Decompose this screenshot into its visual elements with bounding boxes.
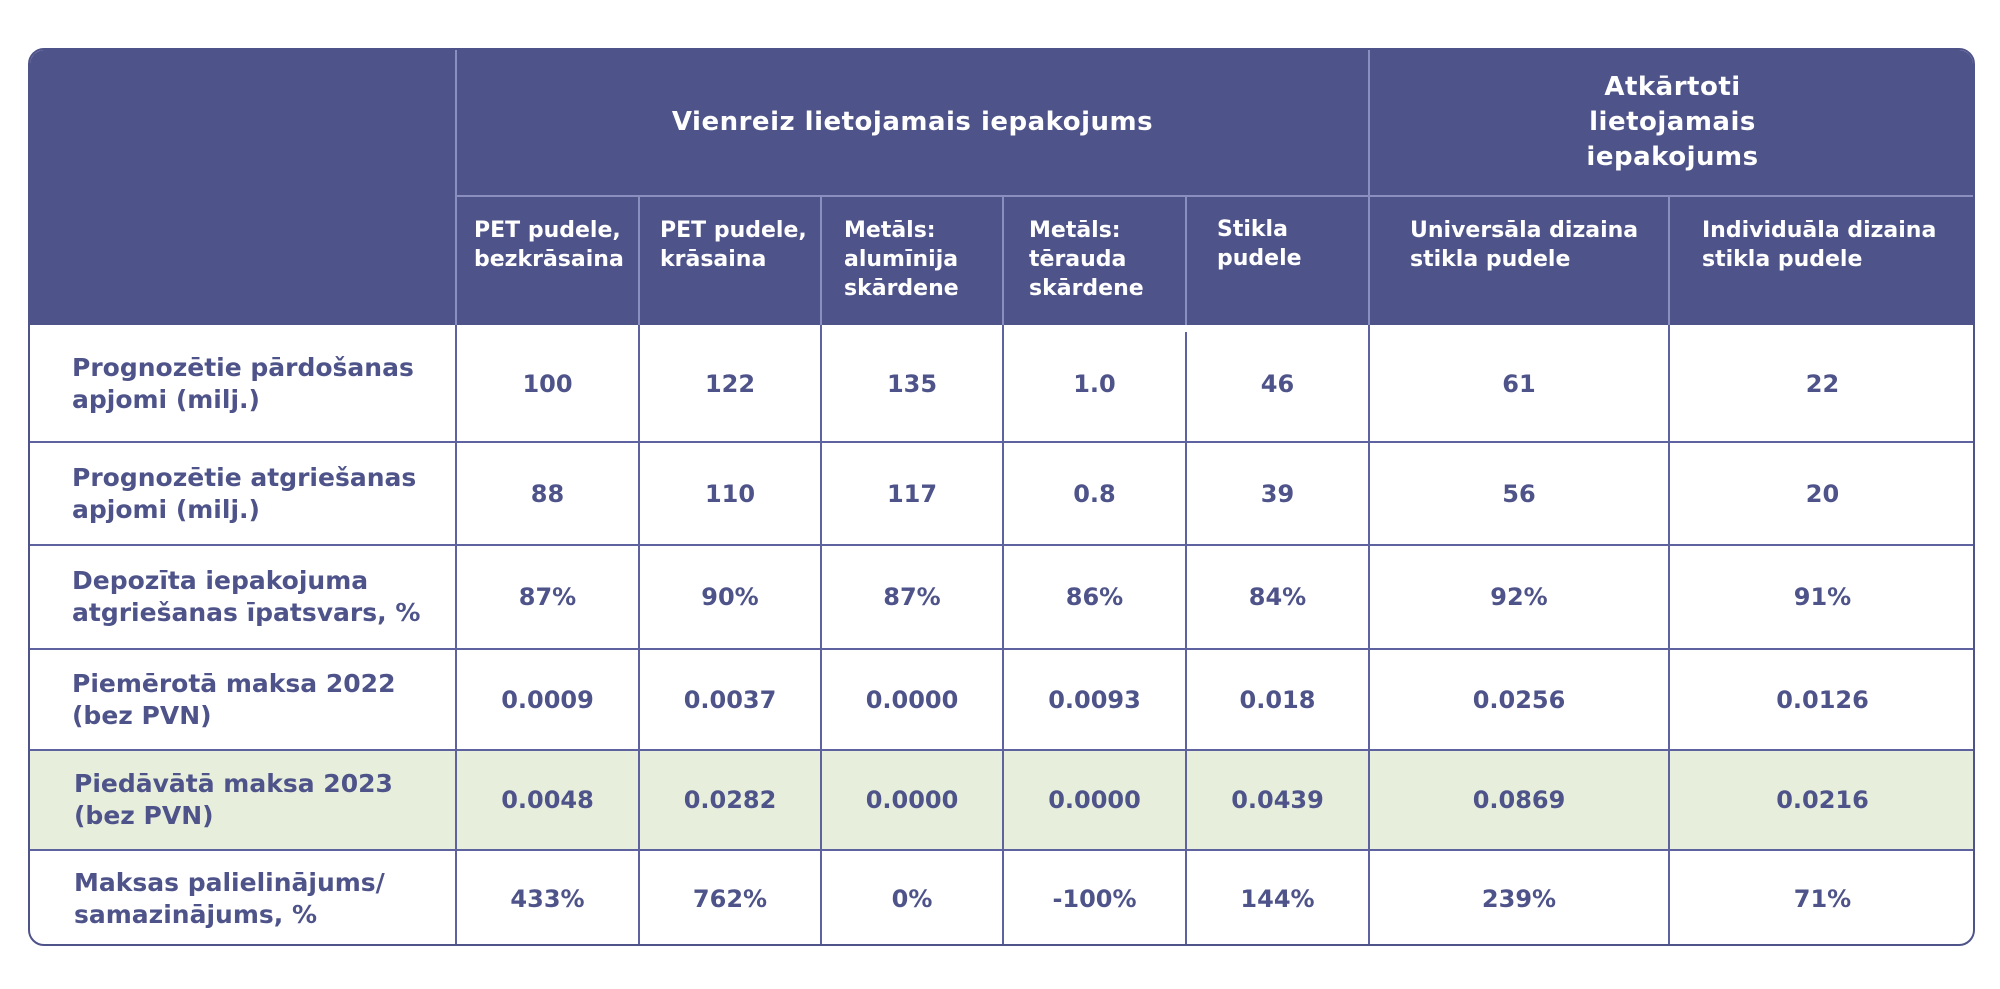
highlighted-row-background <box>30 751 1973 849</box>
header-divider <box>457 195 1973 197</box>
column-header-aluminium-can: Metāls: alumīnija skārdene <box>844 218 959 301</box>
header-divider <box>1368 50 1370 325</box>
row-divider <box>30 749 1973 751</box>
column-header-pet-colored: PET pudele, krāsaina <box>660 218 807 272</box>
table-cell: 0.0009 <box>501 685 594 714</box>
table-cell: 0.0000 <box>865 685 959 714</box>
table-cell: 22 <box>1805 370 1840 398</box>
table-cell: 92% <box>1490 583 1548 611</box>
table-cell: 88 <box>530 479 565 508</box>
table-cell: 0% <box>891 884 933 913</box>
header-divider <box>820 197 822 325</box>
table-cell: 0.0048 <box>501 786 594 814</box>
table-cell: 122 <box>704 370 756 398</box>
column-divider <box>1368 325 1370 944</box>
header-divider <box>1002 197 1004 325</box>
table-cell: 117 <box>886 479 938 508</box>
row-label-forecast-sales: Prognozētie pārdošanas apjomi (milj.) <box>72 353 414 414</box>
table-cell: 0.8 <box>1073 479 1116 508</box>
table-cell: 1.0 <box>1073 370 1116 398</box>
table-cell: 0.0037 <box>683 685 777 714</box>
table-cell: 61 <box>1502 370 1536 398</box>
table-cell: 135 <box>886 370 938 398</box>
header-divider <box>1668 197 1670 325</box>
table-cell: 0.0439 <box>1231 786 1324 814</box>
column-header-steel-can: Metāls: tērauda skārdene <box>1029 218 1144 301</box>
table-cell: 762% <box>692 884 768 913</box>
table-cell: 433% <box>510 884 585 913</box>
table-cell: 56 <box>1502 479 1536 508</box>
table-cell: 0.0256 <box>1472 685 1566 714</box>
table-cell: -100% <box>1052 884 1137 913</box>
column-header-universal-glass-bottle: Universāla dizaina stikla pudele <box>1410 218 1639 272</box>
table-cell: 39 <box>1260 479 1295 508</box>
table-cell: 90% <box>701 583 759 611</box>
row-divider <box>30 648 1973 650</box>
row-label-fee-change: Maksas palielinājums/ samazinājums, % <box>74 867 385 929</box>
table-cell: 144% <box>1240 884 1315 913</box>
row-label-forecast-returns: Prognozētie atgriešanas apjomi (milj.) <box>72 462 417 524</box>
packaging-fees-table: Vienreiz lietojamais iepakojums Atkārtot… <box>28 48 1975 946</box>
table-cell: 100 <box>522 370 573 398</box>
table-cell: 20 <box>1805 479 1840 508</box>
table-cell: 0.0869 <box>1472 786 1566 814</box>
group-header-reusable: Atkārtoti lietojamais iepakojums <box>1586 72 1759 172</box>
column-divider <box>1668 325 1670 944</box>
column-divider <box>638 325 640 944</box>
table-cell: 0.018 <box>1239 685 1316 714</box>
table-cell: 87% <box>518 583 577 611</box>
table-cell: 86% <box>1065 583 1124 611</box>
table-cell: 0.0282 <box>683 786 777 814</box>
column-divider <box>1002 325 1004 944</box>
column-header-pet-clear: PET pudele, bezkrāsaina <box>474 218 624 272</box>
row-label-return-rate: Depozīta iepakojuma atgriešanas īpatsvar… <box>72 566 421 627</box>
header-divider <box>638 197 640 325</box>
table-cell: 0.0126 <box>1776 685 1869 714</box>
group-header-single-use: Vienreiz lietojamais iepakojums <box>671 107 1154 137</box>
table-cell: 71% <box>1793 884 1852 913</box>
column-divider <box>820 325 822 944</box>
column-header-individual-glass-bottle: Individuāla dizaina stikla pudele <box>1702 218 1937 272</box>
row-divider <box>30 544 1973 546</box>
row-label-fee-2022: Piemērotā maksa 2022 (bez PVN) <box>72 668 396 730</box>
table-header <box>30 50 1973 325</box>
table-cell: 0.0000 <box>1048 786 1141 814</box>
column-divider <box>455 325 457 944</box>
header-divider <box>1185 197 1187 325</box>
row-divider <box>30 441 1973 443</box>
table-cell: 84% <box>1248 583 1307 611</box>
table-cell: 0.0000 <box>865 786 959 814</box>
table-cell: 0.0093 <box>1048 685 1141 714</box>
table-cell: 87% <box>883 583 941 611</box>
table-cell: 46 <box>1260 370 1295 398</box>
table-cell: 0.0216 <box>1776 786 1869 814</box>
table-cell: 110 <box>704 479 756 508</box>
column-header-glass-bottle: Stikla pudele <box>1217 217 1302 271</box>
column-divider <box>1185 332 1187 944</box>
table-cell: 239% <box>1481 884 1557 913</box>
table-cell: 91% <box>1793 583 1852 611</box>
row-label-fee-2023: Piedāvātā maksa 2023 (bez PVN) <box>74 769 393 830</box>
row-divider <box>30 849 1973 851</box>
header-divider <box>455 50 457 325</box>
